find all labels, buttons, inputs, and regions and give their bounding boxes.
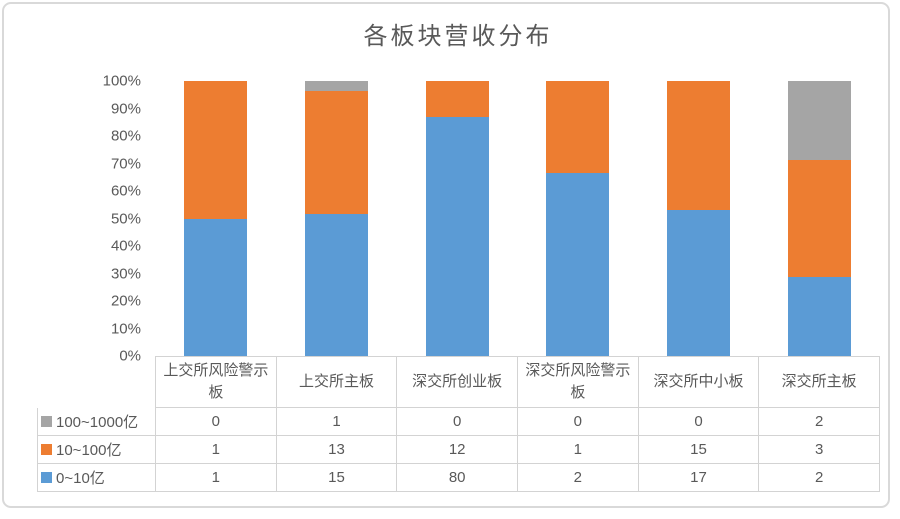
- y-tick-label: 100%: [102, 72, 141, 90]
- y-tick-label: 10%: [110, 320, 141, 337]
- y-tick-label: 70%: [110, 155, 141, 172]
- table-row: 10~100亿 1 13 12 1 15 3: [38, 436, 880, 464]
- category-header-cell: 深交所创业板: [397, 357, 518, 408]
- bar-segment: [667, 81, 731, 210]
- table-value-cell: 2: [759, 464, 880, 492]
- y-tick-label: 20%: [110, 292, 141, 310]
- table-value-cell: 0: [156, 408, 277, 436]
- table-value-cell: 17: [638, 464, 760, 492]
- table-value-cell: 13: [276, 436, 398, 464]
- legend-label: 10~100亿: [56, 442, 122, 459]
- table-value-cell: 80: [397, 464, 518, 492]
- category-slot: [638, 81, 759, 356]
- stacked-bar: [304, 81, 368, 356]
- y-tick-label: 80%: [110, 127, 141, 145]
- stacked-bar: [546, 81, 610, 356]
- bar-segment: [183, 218, 247, 356]
- table-value-cell: 1: [517, 436, 639, 464]
- category-header-cell: 深交所主板: [759, 357, 880, 408]
- table-value-cell: 15: [276, 464, 398, 492]
- category-header-cell: 深交所中小板: [638, 357, 760, 408]
- table-value-cell: 2: [759, 408, 880, 436]
- plot-area: [155, 81, 880, 356]
- bar-segment: [667, 209, 731, 356]
- y-tick-label: 30%: [110, 265, 141, 282]
- bar-segment: [304, 90, 368, 214]
- bar-segment: [304, 81, 368, 91]
- category-slot: [276, 81, 397, 356]
- stacked-bar: [667, 81, 731, 356]
- bar-segment: [788, 159, 852, 278]
- chart-title: 各板块营收分布: [363, 24, 553, 50]
- table-row: 100~1000亿 0 1 0 0 0 2: [38, 408, 880, 436]
- legend-key-cell: 10~100亿: [38, 436, 156, 464]
- legend-swatch-icon: [41, 472, 52, 483]
- bar-segment: [425, 116, 489, 356]
- table-value-cell: 1: [156, 464, 277, 492]
- y-tick-label: 50%: [110, 210, 141, 227]
- bar-segment: [788, 277, 852, 356]
- legend-label: 100~1000亿: [56, 414, 139, 431]
- legend-swatch-icon: [41, 416, 52, 427]
- data-table: 100~1000亿 0 1 0 0 0 2 10~100亿 1 13 12 1 15 3 0~10亿 1 15 8…: [37, 408, 880, 492]
- table-row: 0~10亿 1 15 80 2 17 2: [38, 464, 880, 492]
- category-header-cell: 上交所主板: [276, 357, 398, 408]
- table-value-cell: 3: [759, 436, 880, 464]
- table-value-cell: 15: [638, 436, 760, 464]
- legend-swatch-icon: [41, 444, 52, 455]
- bar-segment: [183, 81, 247, 219]
- table-value-cell: 0: [397, 408, 518, 436]
- y-tick-label: 40%: [110, 237, 141, 255]
- stacked-bar: [425, 81, 489, 356]
- table-value-cell: 12: [397, 436, 518, 464]
- bar-segment: [788, 81, 852, 160]
- category-header-cell: 深交所风险警示板: [517, 357, 639, 408]
- category-header-cell: 上交所风险警示板: [156, 357, 277, 408]
- y-tick-label: 0%: [119, 347, 141, 365]
- category-slot: [155, 81, 276, 356]
- legend-key-cell: 100~1000亿: [38, 408, 156, 436]
- category-header-row: 上交所风险警示板 上交所主板 深交所创业板 深交所风险警示板 深交所中小板 深交所主板: [155, 356, 880, 408]
- category-slot: [397, 81, 518, 356]
- bar-segment: [425, 81, 489, 117]
- table-value-cell: 1: [156, 436, 277, 464]
- legend-key-cell: 0~10亿: [38, 464, 156, 492]
- bar-segment: [546, 172, 610, 356]
- table-value-cell: 0: [638, 408, 760, 436]
- stacked-bar: [183, 81, 247, 356]
- table-value-cell: 1: [276, 408, 398, 436]
- stacked-bar: [788, 81, 852, 356]
- bar-segment: [304, 213, 368, 356]
- table-value-cell: 2: [517, 464, 639, 492]
- bar-segment: [546, 81, 610, 173]
- y-tick-label: 90%: [110, 100, 141, 117]
- y-axis: 0% 10% 20% 30% 40% 50% 60% 70% 80% 90% 100%: [60, 74, 141, 364]
- category-slot: [517, 81, 638, 356]
- table-value-cell: 0: [517, 408, 639, 436]
- category-slot: [759, 81, 880, 356]
- y-tick-label: 60%: [110, 182, 141, 200]
- legend-label: 0~10亿: [56, 470, 105, 487]
